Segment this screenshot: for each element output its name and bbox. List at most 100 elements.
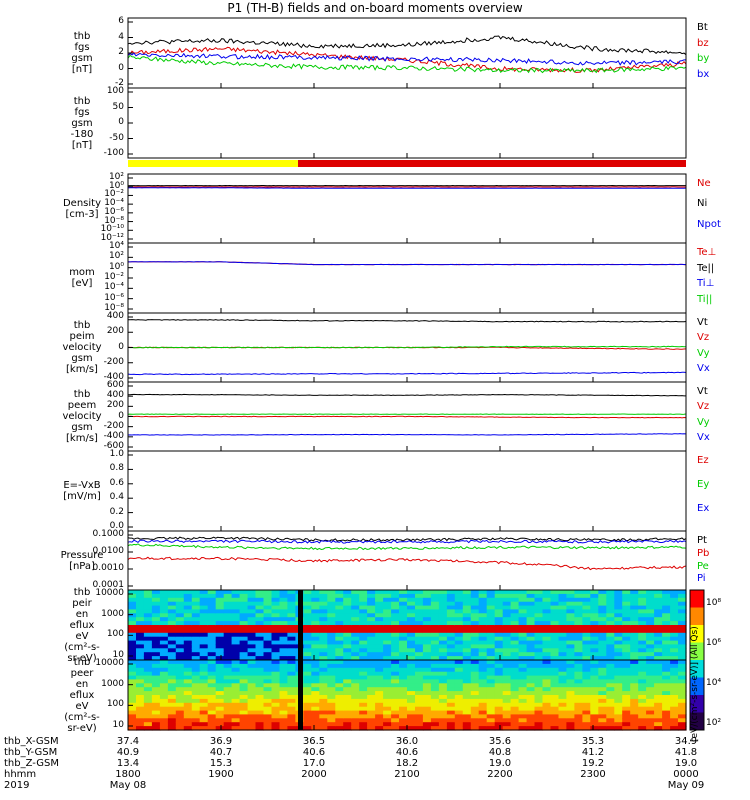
legend-fgs-2: by xyxy=(697,53,710,64)
ion-spectrogram-cell xyxy=(574,656,583,661)
ion-spectrogram-cell xyxy=(303,656,312,661)
electron-spectrogram-cell xyxy=(191,660,201,665)
electron-spectrogram-cell xyxy=(630,710,639,716)
ion-spectrogram-cell xyxy=(518,613,528,618)
electron-spectrogram-cell xyxy=(239,667,249,673)
ion-spectrogram-cell xyxy=(215,597,225,603)
ion-spectrogram-cell xyxy=(343,640,352,646)
ion-spectrogram-cell xyxy=(351,625,360,630)
electron-spectrogram-cell xyxy=(438,695,448,700)
ion-spectrogram-cell xyxy=(582,656,591,661)
ion-spectrogram-cell xyxy=(287,593,296,599)
ion-spectrogram-cell xyxy=(542,609,552,614)
ion-spectrogram-cell xyxy=(582,652,591,657)
electron-spectrogram-cell xyxy=(359,726,368,731)
electron-spectrogram-cell xyxy=(151,663,161,669)
electron-spectrogram-cell xyxy=(391,702,400,708)
ion-spectrogram-cell xyxy=(327,590,336,595)
ion-spectrogram-cell xyxy=(550,613,560,618)
electron-spectrogram-cell xyxy=(151,702,161,708)
electron-spectrogram-cell xyxy=(638,695,647,700)
electron-spectrogram-cell xyxy=(582,710,591,716)
ion-spectrogram-cell xyxy=(430,617,440,622)
ion-spectrogram-cell xyxy=(255,621,265,626)
footer-value-x: 34.9 xyxy=(674,736,698,747)
electron-spectrogram-cell xyxy=(247,687,257,692)
legend-pressure-3: Pi xyxy=(697,573,706,585)
ion-spectrogram-cell xyxy=(407,632,416,638)
ion-spectrogram-cell xyxy=(614,617,623,622)
electron-spectrogram-cell xyxy=(128,663,137,669)
ion-spectrogram-cell xyxy=(478,640,488,646)
electron-spectrogram-cell xyxy=(319,702,328,708)
electron-spectrogram-cell xyxy=(510,714,520,719)
ion-spectrogram-cell xyxy=(486,609,496,614)
ion-spectrogram-cell xyxy=(175,644,185,649)
ion-spectrogram-cell xyxy=(630,617,639,622)
electron-spectrogram-cell xyxy=(582,667,591,673)
electron-spectrogram-cell xyxy=(566,718,575,723)
electron-spectrogram-cell xyxy=(415,663,424,669)
electron-spectrogram-cell xyxy=(518,695,528,700)
ion-spectrogram-cell xyxy=(375,628,384,634)
ion-spectrogram-cell xyxy=(143,593,153,599)
electron-spectrogram-cell xyxy=(670,671,679,677)
ion-spectrogram-cell xyxy=(351,644,360,649)
ion-spectrogram-cell xyxy=(207,621,217,626)
ytick-label-efield: 0.2 xyxy=(109,506,124,517)
electron-spectrogram-cell xyxy=(534,695,544,700)
electron-spectrogram-cell xyxy=(614,698,623,704)
ion-spectrogram-cell xyxy=(494,613,504,618)
ion-spectrogram-cell xyxy=(606,613,615,618)
electron-spectrogram-cell xyxy=(422,683,432,688)
electron-spectrogram-cell xyxy=(343,698,352,704)
ion-spectrogram-cell xyxy=(279,613,289,618)
electron-spectrogram-cell xyxy=(598,695,607,700)
electron-spectrogram-cell xyxy=(247,718,257,723)
ion-spectrogram-cell xyxy=(662,617,671,622)
ion-spectrogram-cell xyxy=(303,609,312,614)
electron-spectrogram-cell xyxy=(407,722,416,727)
ion-spectrogram-cell xyxy=(510,601,520,607)
ion-spectrogram-cell xyxy=(375,625,384,630)
ion-spectrogram-cell xyxy=(526,601,536,607)
electron-spectrogram-cell xyxy=(199,702,209,708)
electron-spectrogram-cell xyxy=(430,702,440,708)
electron-spectrogram-cell xyxy=(470,710,480,716)
electron-spectrogram-cell xyxy=(255,714,265,719)
electron-spectrogram-cell xyxy=(662,706,671,712)
electron-spectrogram-cell xyxy=(670,660,679,665)
electron-spectrogram-cell xyxy=(542,679,552,684)
electron-spectrogram-cell xyxy=(407,667,416,673)
ion-spectrogram-cell xyxy=(199,621,209,626)
electron-spectrogram-cell xyxy=(502,679,512,684)
electron-spectrogram-cell xyxy=(279,660,289,665)
electron-spectrogram-cell xyxy=(391,679,400,684)
ion-spectrogram-cell xyxy=(191,632,201,638)
footer-value-t: 1800 xyxy=(115,769,141,780)
electron-spectrogram-cell xyxy=(359,695,368,700)
ion-spectrogram-cell xyxy=(454,648,464,653)
ion-spectrogram-cell xyxy=(478,601,488,607)
ion-spectrogram-cell xyxy=(287,632,296,638)
electron-spectrogram-cell xyxy=(391,710,400,716)
electron-spectrogram-cell xyxy=(518,722,528,727)
ion-spectrogram-cell xyxy=(407,652,416,657)
ion-spectrogram-cell xyxy=(638,652,647,657)
ion-spectrogram-cell xyxy=(534,609,544,614)
ion-spectrogram-cell xyxy=(247,656,257,661)
electron-spectrogram-cell xyxy=(223,687,233,692)
ion-spectrogram-cell xyxy=(175,621,185,626)
footer-value-t: 2100 xyxy=(394,769,420,780)
ion-spectrogram-cell xyxy=(486,644,496,649)
electron-spectrogram-cell xyxy=(422,679,432,684)
electron-spectrogram-cell xyxy=(422,698,432,704)
footer-value-x: 35.3 xyxy=(581,736,605,747)
ion-spectrogram-cell xyxy=(391,617,400,622)
electron-spectrogram-cell xyxy=(446,691,456,696)
ion-spectrogram-cell xyxy=(654,656,663,661)
electron-spectrogram-cell xyxy=(319,714,328,719)
electron-spectrogram-cell xyxy=(606,671,615,677)
ion-spectrogram-cell xyxy=(454,593,464,599)
ion-spectrogram-cell xyxy=(407,644,416,649)
